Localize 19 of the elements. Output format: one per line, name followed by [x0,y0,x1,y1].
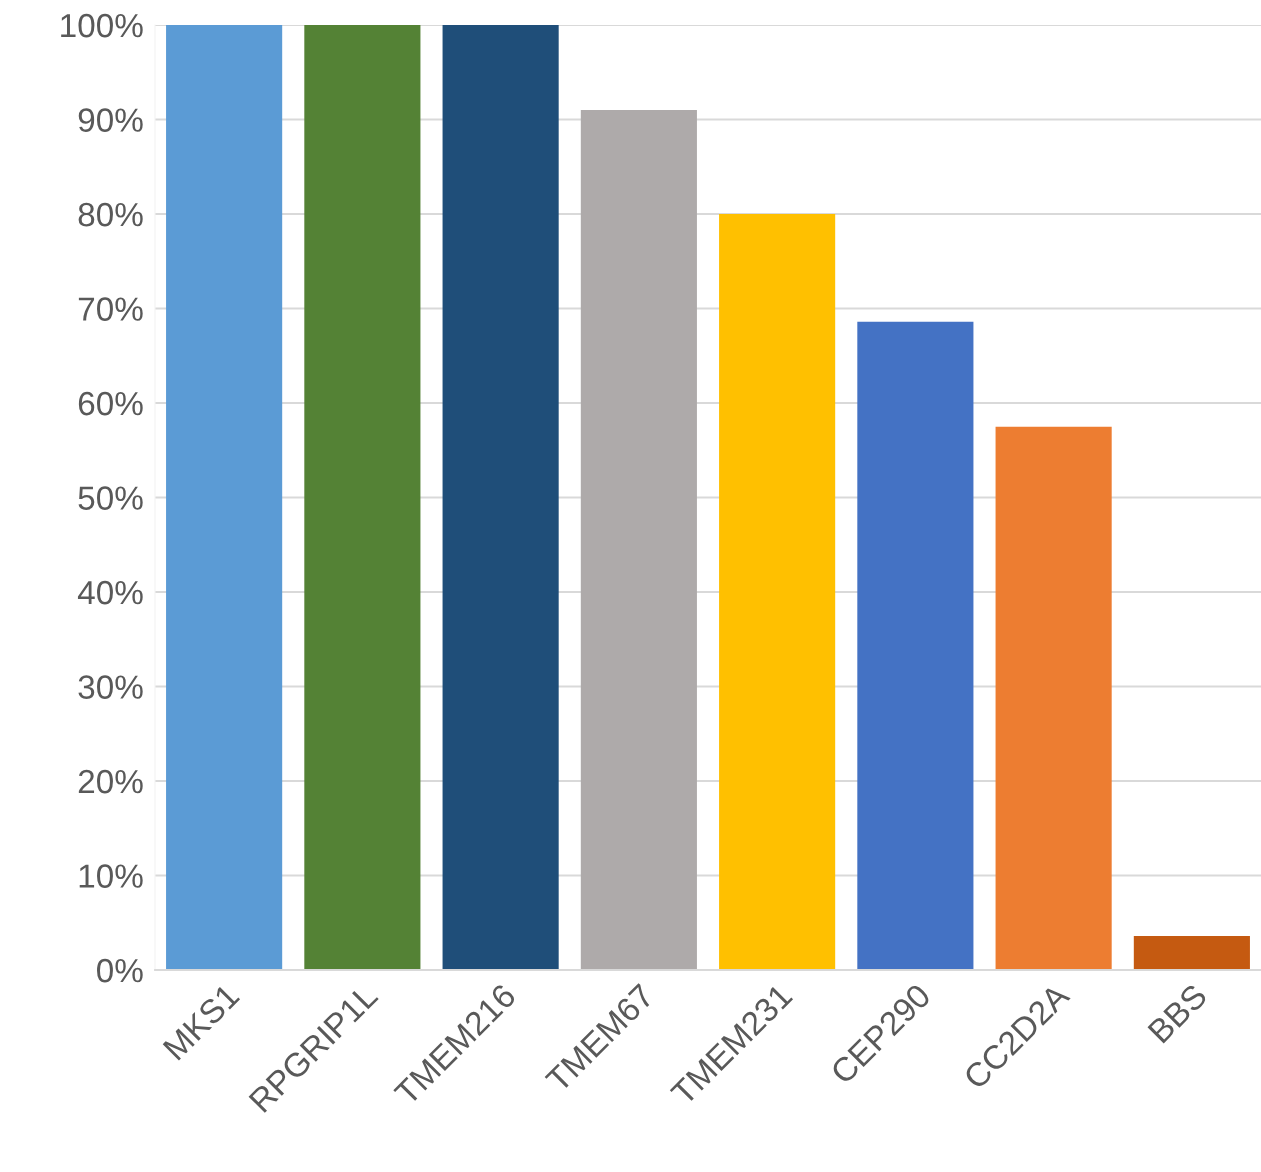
bar [580,110,697,970]
bar [304,25,421,970]
y-tick-label: 70% [78,297,143,321]
bar [995,426,1112,970]
y-tick-label: 40% [77,580,143,605]
bar [1133,935,1250,970]
bar [166,25,283,970]
y-tick-label: 80% [78,202,143,227]
y-tick-label: 10% [79,864,143,888]
bar [442,25,559,970]
bar [857,321,974,970]
bar [719,214,836,970]
y-tick-label: 90% [78,108,143,132]
y-tick-label: 100% [61,13,143,38]
y-tick-label: 20% [78,769,143,794]
y-tick-label: 60% [78,391,143,416]
y-tick-label: 30% [78,675,143,699]
y-tick-label: 50% [78,486,143,510]
y-tick-label: 0% [97,958,143,983]
